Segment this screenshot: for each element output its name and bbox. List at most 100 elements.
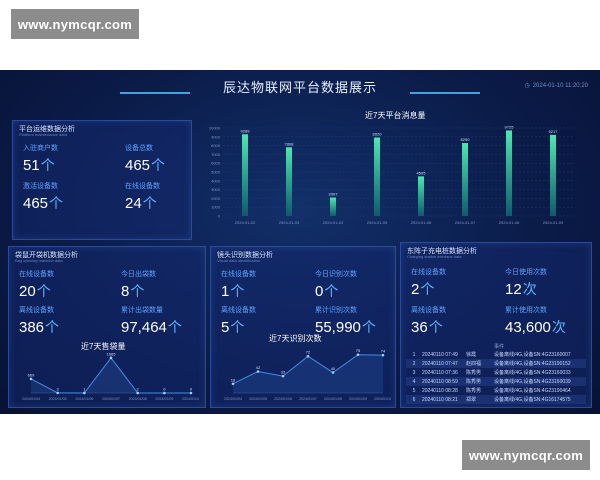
x-tick-label: 2024-01-08	[499, 220, 520, 225]
stat-number: 43,600	[505, 319, 551, 336]
stat-number: 2	[411, 281, 420, 298]
stat-number: 24	[125, 195, 142, 212]
table-row[interactable]: 5 20240110 08:28 陈秀男 设备离线/4G,设备SN:4G2319046…	[406, 386, 586, 395]
dashboard: 辰达物联网平台数据展示 ◷ 2024-01-10 11:20:20 平台运维数据…	[0, 70, 600, 414]
data-label: 8920	[373, 132, 383, 137]
platform-subtitle: Platform maintenance data	[19, 132, 67, 137]
data-label: 669	[28, 372, 35, 377]
stat-label: 累计使用次数	[505, 307, 547, 314]
msg-chart-title: 近7天平台消息量	[365, 111, 426, 120]
y-tick-label: 1000	[211, 205, 221, 210]
stat-label: 今日出袋数	[121, 271, 156, 278]
clock: ◷ 2024-01-10 11:20:20	[524, 82, 588, 90]
stat-number: 0	[315, 283, 324, 300]
data-label: 9725	[505, 124, 515, 129]
y-tick-label: 6000	[211, 161, 221, 166]
bag-line-chart: 669 2024/01/04 3 2024/01/05 1 2024/01/06 1665 2…	[22, 351, 199, 401]
x-tick-label: 2024-01-05	[367, 220, 388, 225]
stat-label: 在线设备数	[221, 271, 256, 278]
camera-stat-total: 累计识别次数 55,990个	[315, 305, 376, 337]
table-header: 事件	[406, 343, 586, 350]
x-tick-label: 2024-01-02	[235, 220, 256, 225]
stat-label: 激活设备数	[23, 183, 58, 190]
cell-user: 赵四福	[466, 361, 482, 367]
data-point	[231, 382, 235, 386]
data-point	[83, 391, 86, 395]
cell-index: 2	[412, 360, 416, 367]
stat-unit: 个	[324, 283, 339, 299]
cell-user: 陈秀男	[466, 388, 482, 394]
clock-icon: ◷	[524, 83, 530, 89]
cell-event: 设备离线/4G,设备SN:4G23190152	[494, 361, 571, 367]
title-line-right	[410, 92, 480, 94]
camera-stat-today: 今日识别次数 0个	[315, 269, 357, 301]
stat-label: 入驻商户数	[23, 145, 58, 152]
table-row[interactable]: 1 20240110 07:49 徐霞 设备离线/4G,设备SN:4G23160007	[406, 350, 586, 359]
y-tick-label: 0	[218, 214, 221, 219]
data-label: 72	[306, 350, 311, 355]
cell-time: 20240110 08:21	[422, 396, 458, 403]
data-label: 2	[137, 386, 140, 391]
x-tick-label: 2024/01/09	[349, 397, 367, 401]
stat-total-devices: 设备总数 465个	[125, 143, 165, 175]
header-cell: 事件	[494, 344, 505, 350]
stat-merchants: 入驻商户数 51个	[23, 143, 58, 175]
stat-value: 386个	[19, 317, 59, 337]
cell-event: 设备离线/4G,设备SN:4G23160033	[494, 370, 571, 376]
header-cell	[422, 343, 466, 350]
event-table: 事件 1 20240110 07:49 徐霞 设备离线/4G,设备SN:4G23160…	[406, 343, 586, 404]
data-label: 1	[83, 386, 86, 391]
cell-time: 20240110 07:47	[422, 360, 458, 367]
bar	[330, 197, 336, 216]
stat-value: 1个	[221, 281, 256, 301]
stat-label: 累计出袋数量	[121, 307, 163, 314]
x-tick-label: 2024-01-03	[279, 220, 300, 225]
stat-number: 97,464	[121, 319, 167, 336]
stat-unit: 个	[420, 281, 435, 297]
header-cell	[406, 343, 422, 350]
bag-stat-offline: 离线设备数 386个	[19, 305, 59, 337]
y-tick-label: 4000	[211, 178, 221, 183]
stat-unit: 次	[522, 281, 537, 297]
cell-index: 6	[412, 396, 416, 403]
bar	[550, 134, 556, 216]
x-tick-label: 2024/01/10	[374, 397, 391, 401]
table-row[interactable]: 2 20240110 07:47 赵四福 设备离线/4G,设备SN:4G2319015…	[406, 359, 586, 368]
data-label: 42	[256, 365, 261, 370]
stat-value: 97,464个	[121, 317, 182, 337]
stat-value: 55,990个	[315, 317, 376, 337]
data-label: 1665	[107, 351, 117, 356]
x-tick-label: 2024-01-04	[323, 220, 344, 225]
stat-number: 465	[23, 195, 49, 212]
stat-number: 8	[121, 283, 130, 300]
data-label: 0	[163, 387, 166, 392]
bar	[242, 134, 248, 216]
x-tick-label: 2024/01/08	[129, 397, 147, 401]
table-row[interactable]: 3 20240110 07:36 陈秀男 设备离线/4G,设备SN:4G2316003…	[406, 368, 586, 377]
stat-label: 设备总数	[125, 145, 153, 152]
bar	[374, 137, 380, 216]
x-tick-label: 2024/01/04	[22, 397, 40, 401]
stat-value: 465个	[125, 155, 165, 175]
stat-label: 在线设备数	[411, 269, 446, 276]
table-row[interactable]: 6 20240110 08:21 郑翠 设备离线/4G,设备SN:4G16174575	[406, 395, 586, 404]
stat-label: 今日使用次数	[505, 269, 547, 276]
stat-number: 20	[19, 283, 36, 300]
camera-stat-online: 在线设备数 1个	[221, 269, 256, 301]
data-point	[189, 391, 193, 395]
charging-stat-offline: 离线设备数 36个	[411, 305, 446, 337]
bag-stat-online: 在线设备数 20个	[19, 269, 54, 301]
platform-panel: 平台运维数据分析 Platform maintenance data 入驻商户数…	[12, 120, 192, 240]
bag-stat-total: 累计出袋数量 97,464个	[121, 305, 182, 337]
bag-title: 袋鼠开袋机数据分析	[15, 252, 78, 259]
table-row[interactable]: 4 20240110 08:59 陈秀男 设备离线/4G,设备SN:4G2316003…	[406, 377, 586, 386]
data-label: 8290	[461, 137, 471, 142]
data-label: 0	[190, 387, 193, 392]
data-label: 9217	[549, 129, 559, 134]
stat-unit: 个	[361, 319, 376, 335]
bar	[462, 143, 468, 216]
x-tick-label: 2024/01/10	[182, 397, 199, 401]
data-point	[306, 354, 310, 358]
data-point	[331, 371, 335, 374]
data-point	[381, 353, 385, 357]
